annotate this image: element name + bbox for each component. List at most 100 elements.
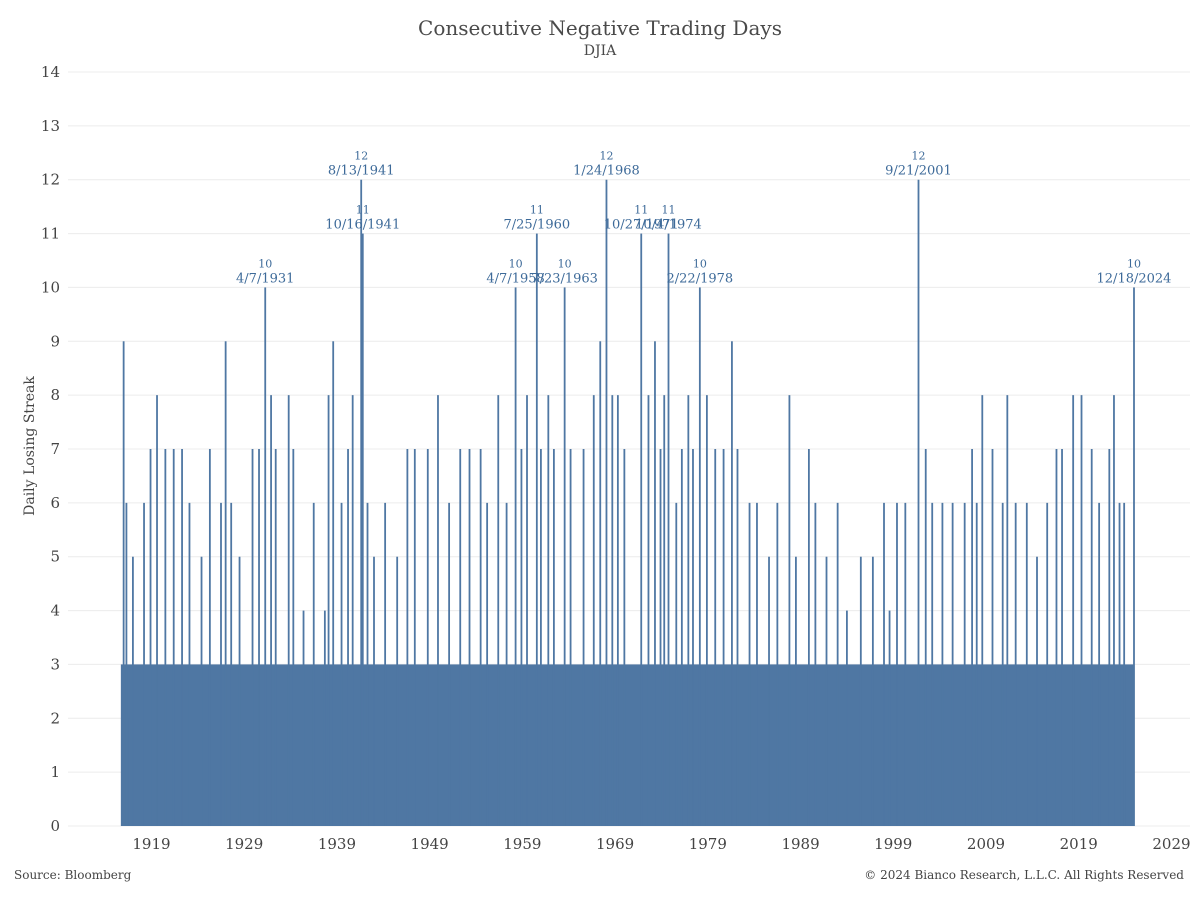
annotation-date: 7/25/1960 bbox=[503, 218, 570, 233]
bar bbox=[552, 449, 555, 826]
x-tick-label: 2009 bbox=[967, 835, 1005, 853]
y-tick-label: 9 bbox=[50, 332, 60, 350]
y-tick-label: 5 bbox=[50, 548, 60, 566]
annotation-value: 10 bbox=[258, 257, 272, 270]
bar bbox=[981, 395, 984, 826]
bar bbox=[332, 341, 335, 826]
bar bbox=[1014, 502, 1017, 826]
bar bbox=[705, 395, 708, 826]
annotation-date: 10/16/1941 bbox=[325, 218, 400, 233]
x-tick-label: 1969 bbox=[596, 835, 634, 853]
bar bbox=[340, 502, 343, 826]
y-tick-label: 13 bbox=[41, 117, 60, 135]
annotation-date: 1/24/1968 bbox=[573, 164, 640, 179]
bar bbox=[413, 449, 416, 826]
x-tick-label: 2019 bbox=[1060, 835, 1098, 853]
bar bbox=[459, 449, 462, 826]
bar bbox=[1025, 502, 1028, 826]
bar bbox=[788, 395, 791, 826]
bar bbox=[1133, 287, 1135, 826]
y-tick-label: 11 bbox=[41, 225, 60, 243]
annotation-value: 11 bbox=[530, 204, 544, 217]
bar bbox=[1123, 502, 1126, 826]
bar bbox=[896, 502, 898, 826]
bar bbox=[623, 449, 626, 826]
annotation-value: 12 bbox=[599, 150, 613, 163]
bar bbox=[258, 449, 260, 826]
bar bbox=[1113, 395, 1115, 826]
bar bbox=[208, 449, 211, 826]
bar bbox=[795, 556, 797, 826]
bar bbox=[526, 395, 528, 826]
bar bbox=[647, 395, 650, 826]
y-tick-label: 10 bbox=[41, 278, 60, 296]
bar bbox=[132, 556, 134, 826]
bar bbox=[323, 610, 326, 826]
bar bbox=[924, 449, 927, 826]
copyright-note: © 2024 Bianco Research, L.L.C. All Right… bbox=[864, 868, 1184, 882]
bar bbox=[1055, 449, 1058, 826]
bar bbox=[731, 341, 733, 826]
bar bbox=[361, 233, 364, 827]
bar bbox=[1080, 395, 1083, 826]
bar bbox=[270, 395, 272, 826]
bar bbox=[640, 233, 643, 827]
annotation-date: 7/23/1963 bbox=[531, 271, 598, 286]
bar bbox=[312, 502, 315, 826]
annotation-value: 10 bbox=[1127, 257, 1141, 270]
bar bbox=[616, 395, 619, 826]
bar bbox=[535, 233, 538, 827]
bar bbox=[1061, 449, 1063, 826]
bar bbox=[200, 556, 203, 826]
annotation-date: 10/27/1971 bbox=[604, 218, 679, 233]
bar bbox=[351, 395, 354, 826]
y-tick-label: 7 bbox=[50, 440, 60, 458]
bar bbox=[975, 502, 978, 826]
y-tick-label: 6 bbox=[50, 494, 60, 512]
bar bbox=[1098, 502, 1101, 826]
bar bbox=[1001, 502, 1004, 826]
bar bbox=[846, 610, 848, 826]
annotation-value: 11 bbox=[662, 204, 676, 217]
bar bbox=[931, 502, 934, 826]
bar bbox=[1090, 449, 1093, 826]
bar bbox=[406, 449, 409, 826]
bar bbox=[1036, 556, 1038, 826]
y-tick-label: 14 bbox=[41, 63, 60, 81]
x-tick-label: 1959 bbox=[503, 835, 541, 853]
x-tick-label: 1979 bbox=[689, 835, 727, 853]
bar bbox=[836, 502, 839, 826]
bar bbox=[569, 449, 572, 826]
x-tick-label: 1999 bbox=[874, 835, 912, 853]
bar bbox=[1046, 502, 1049, 826]
bar bbox=[654, 341, 656, 826]
bar bbox=[486, 502, 489, 826]
bar bbox=[611, 395, 614, 826]
y-tick-label: 12 bbox=[41, 171, 60, 189]
bar bbox=[520, 449, 523, 826]
x-tick-label: 1919 bbox=[132, 835, 170, 853]
bar bbox=[1118, 502, 1121, 826]
annotation-date: 8/13/1941 bbox=[328, 164, 395, 179]
y-tick-label: 0 bbox=[50, 817, 60, 835]
bar bbox=[479, 449, 482, 826]
annotation-value: 10 bbox=[558, 257, 572, 270]
bar bbox=[1006, 395, 1009, 826]
bar bbox=[698, 287, 701, 826]
annotation-value: 12 bbox=[911, 150, 925, 163]
x-tick-labels: 1919 1929 1939 1949 1959 1969 1979 1989 1999 2009… bbox=[132, 835, 1190, 853]
bar bbox=[373, 556, 375, 826]
bar bbox=[687, 395, 690, 826]
bar bbox=[164, 449, 167, 826]
annotations: 104/7/1931128/13/19411110/16/1941104/7/1… bbox=[236, 150, 1171, 287]
source-note: Source: Bloomberg bbox=[14, 868, 132, 882]
bar bbox=[149, 449, 152, 826]
bar bbox=[122, 341, 125, 826]
bar bbox=[714, 449, 717, 826]
bar bbox=[768, 556, 770, 826]
y-tick-label: 4 bbox=[50, 602, 60, 620]
bar bbox=[859, 556, 862, 826]
bar bbox=[220, 502, 222, 826]
x-tick-label: 2029 bbox=[1152, 835, 1190, 853]
